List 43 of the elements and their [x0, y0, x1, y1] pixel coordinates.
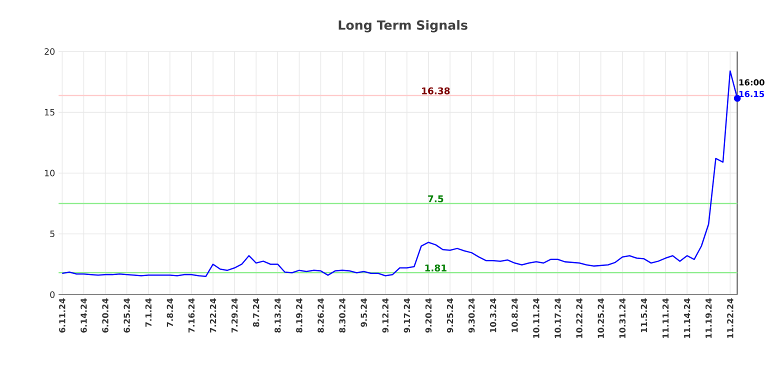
- x-tick-label: 9.5.24: [360, 298, 367, 327]
- y-tick-label: 10: [44, 170, 55, 176]
- x-tick-label: 8.26.24: [318, 298, 324, 333]
- x-tick-label: 7.16.24: [188, 298, 195, 333]
- x-tick-label: 9.20.24: [425, 298, 432, 333]
- x-tick-label: 9.25.24: [446, 298, 454, 333]
- x-tick-label: 7.8.24: [166, 298, 174, 327]
- x-tick-label: 6.11.24: [59, 298, 66, 333]
- x-tick-label: 8.13.24: [274, 298, 281, 333]
- x-tick-label: 7.1.24: [145, 298, 152, 327]
- x-tick-label: 7.29.24: [231, 298, 238, 333]
- ref-line-label: 16.38: [422, 87, 450, 94]
- x-tick-label: 9.30.24: [468, 298, 475, 333]
- x-tick-label: 6.14.24: [80, 298, 87, 333]
- x-tick-label: 9.12.24: [382, 298, 389, 333]
- text: 16:00: [739, 79, 764, 86]
- x-tick-label: 10.8.24: [512, 298, 518, 332]
- chart-title: Long Term Signals: [338, 20, 468, 32]
- x-tick-label: 11.14.24: [684, 298, 690, 338]
- x-tick-label: 6.25.24: [124, 298, 130, 333]
- x-tick-label: 10.17.24: [554, 298, 561, 338]
- x-tick-label: 11.19.24: [705, 298, 712, 338]
- x-tick-label: 10.25.24: [598, 298, 604, 338]
- x-tick-label: 8.30.24: [339, 298, 346, 333]
- ref-line-label: 1.81: [425, 264, 446, 272]
- data-label: 16.15: [739, 90, 764, 98]
- x-tick-label: 10.22.24: [576, 298, 582, 338]
- x-tick-label: 11.11.24: [662, 298, 669, 338]
- x-tick-label: 10.11.24: [533, 298, 540, 338]
- x-tick-label: 9.17.24: [404, 298, 410, 333]
- x-tick-label: 11.5.24: [640, 298, 648, 332]
- x-tick-label: 8.19.24: [296, 298, 302, 333]
- x-tick-label: 8.7.24: [252, 298, 260, 327]
- x-tick-label: 10.3.24: [490, 298, 496, 332]
- x-tick-label: 6.20.24: [102, 298, 108, 333]
- x-tick-label: 7.22.24: [210, 298, 216, 333]
- x-tick-label: 11.22.24: [727, 298, 734, 338]
- y-tick-label: 20: [44, 48, 55, 55]
- y-tick-label: 0: [50, 291, 55, 298]
- x-tick-label: 10.31.24: [619, 298, 626, 338]
- ref-line-label: 7.5: [428, 195, 444, 202]
- y-tick-label: 15: [44, 109, 54, 116]
- y-tick-label: 5: [50, 230, 54, 238]
